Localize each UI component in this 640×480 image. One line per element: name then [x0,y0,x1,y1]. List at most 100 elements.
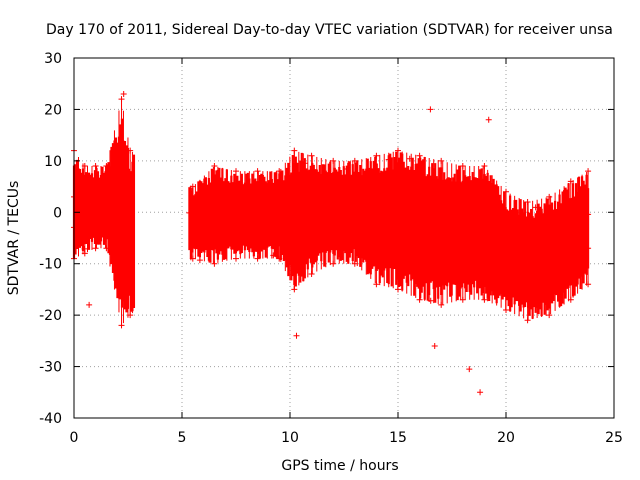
data-point [567,250,574,257]
data-point [466,366,473,373]
data-point [459,163,466,169]
data-point [103,245,110,252]
axis-ticks: 0 5 10 15 20 25 -40 -30 -20 -10 0 10 20 30 [39,51,623,446]
x-tick-label: 5 [178,430,187,446]
data-point [416,296,423,303]
data-point [330,157,337,164]
data-point [291,286,298,293]
data-point [211,163,218,169]
data-point [477,389,484,396]
data-point [503,307,509,313]
data-point [351,157,358,164]
data-point [276,214,283,221]
data-point [308,219,315,226]
data-point [585,168,592,175]
data-point [524,255,531,262]
plot-frame [73,57,615,419]
y-axis-label: SDTVAR / TECUs [6,181,22,296]
data-point [127,312,134,319]
data-point [373,281,380,288]
y-tick-label: -20 [39,308,62,324]
data-point [92,245,99,252]
data-series-sdtvar [71,91,592,396]
data-point [585,245,592,252]
data-point [189,183,196,190]
data-point [120,91,127,97]
data-point [103,163,110,169]
y-tick-label: -30 [39,360,62,376]
data-point [308,271,315,277]
y-tick-label: 0 [53,205,62,221]
data-point [395,286,401,293]
x-axis-label: GPS time / hours [281,458,398,474]
x-tick-label: 15 [389,430,407,446]
data-point [438,301,445,308]
data-point [481,296,488,303]
data-point [276,255,283,262]
data-point [567,296,574,303]
data-point [233,214,239,221]
y-tick-label: -40 [39,411,62,427]
data-point [546,260,553,267]
data-point [291,147,298,154]
data-point [438,157,445,164]
data-point [459,224,466,231]
x-tick-label: 20 [497,430,515,446]
data-point [291,219,298,226]
data-point [567,178,574,185]
data-point [395,224,401,231]
data-point [118,209,125,216]
data-point [503,188,509,195]
data-point [233,168,239,175]
data-point [585,281,592,288]
data-point [524,199,531,205]
data-point [395,147,401,154]
chart-title: Day 170 of 2011, Sidereal Day-to-day VTE… [46,22,613,38]
data-point [118,96,125,103]
data-point [103,204,110,211]
data-point [416,229,423,236]
data-point [438,224,445,231]
y-tick-label: -10 [39,257,62,273]
y-tick-label: 10 [44,154,62,170]
data-point [546,312,553,319]
data-point [330,214,337,221]
y-tick-label: 30 [44,51,62,67]
data-point [254,255,261,262]
data-point [293,332,300,339]
data-point [301,160,308,167]
data-point [127,147,134,154]
data-point [127,235,134,241]
data-point [189,255,196,262]
data-point [330,260,337,267]
data-point [503,245,509,252]
data-point [92,199,99,205]
data-point [196,257,203,264]
data-point [308,152,315,159]
data-point [81,250,88,257]
data-point [92,163,99,169]
data-point [233,255,239,262]
data-point [485,116,492,123]
data-point [118,322,125,329]
data-point [81,163,88,169]
data-point [81,199,88,205]
x-tick-label: 25 [605,430,623,446]
data-point [254,214,261,221]
data-point [351,209,358,216]
y-tick-label: 20 [44,102,62,118]
data-point [351,260,358,267]
data-point [86,301,93,308]
x-tick-label: 10 [281,430,299,446]
data-point [431,343,438,349]
data-point [373,152,380,159]
data-point [276,168,283,175]
data-point [427,297,434,304]
data-point [481,163,488,169]
data-point [459,296,466,303]
data-point [254,168,261,175]
data-point [189,224,196,231]
data-point [427,106,434,113]
data-point [546,193,553,200]
